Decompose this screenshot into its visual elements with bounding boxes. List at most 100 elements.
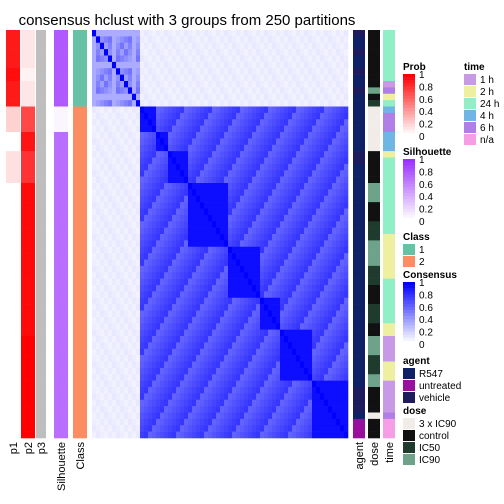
consensus-cell bbox=[96, 208, 101, 216]
consensus-cell bbox=[192, 265, 197, 273]
consensus-cell bbox=[268, 112, 273, 120]
consensus-cell bbox=[336, 144, 341, 152]
consensus-cell bbox=[328, 399, 333, 407]
consensus-cell bbox=[144, 355, 149, 362]
consensus-cell bbox=[92, 431, 97, 439]
class-cell bbox=[73, 74, 87, 82]
consensus-cell bbox=[340, 234, 345, 241]
consensus-cell bbox=[280, 387, 285, 394]
consensus-cell bbox=[244, 93, 249, 101]
consensus-cell bbox=[264, 240, 269, 248]
class-cell bbox=[73, 138, 87, 146]
consensus-cell bbox=[240, 253, 245, 260]
p1-cell bbox=[6, 310, 20, 318]
consensus-cell bbox=[308, 112, 313, 120]
consensus-cell bbox=[140, 234, 145, 241]
consensus-cell bbox=[236, 189, 241, 197]
consensus-cell bbox=[264, 36, 269, 44]
consensus-cell bbox=[320, 157, 325, 165]
consensus-cell bbox=[108, 418, 113, 426]
legend-label: 24 h bbox=[480, 99, 499, 110]
consensus-cell bbox=[324, 418, 329, 426]
dose-cell bbox=[368, 151, 380, 158]
consensus-cell bbox=[184, 265, 189, 273]
consensus-cell bbox=[248, 355, 253, 362]
consensus-cell bbox=[116, 183, 121, 190]
silhouette-cell bbox=[54, 291, 68, 299]
consensus-cell bbox=[252, 355, 257, 362]
consensus-cell bbox=[340, 431, 345, 439]
consensus-cell bbox=[280, 246, 285, 254]
consensus-cell bbox=[268, 246, 273, 254]
consensus-cell bbox=[176, 74, 181, 82]
p2-cell bbox=[21, 418, 35, 426]
consensus-cell bbox=[292, 399, 297, 407]
consensus-cell bbox=[140, 291, 145, 299]
consensus-cell bbox=[328, 214, 333, 222]
consensus-cell bbox=[164, 49, 169, 56]
consensus-cell bbox=[296, 36, 301, 44]
consensus-cell bbox=[188, 87, 193, 95]
legend-label: 4 h bbox=[480, 111, 494, 122]
consensus-cell bbox=[344, 74, 349, 82]
consensus-cell bbox=[224, 316, 229, 324]
consensus-cell bbox=[252, 221, 257, 228]
consensus-cell bbox=[312, 74, 317, 82]
consensus-cell bbox=[312, 393, 317, 401]
consensus-cell bbox=[104, 265, 109, 273]
consensus-cell bbox=[164, 342, 169, 350]
agent-cell bbox=[353, 387, 365, 394]
consensus-cell bbox=[260, 342, 265, 350]
consensus-cell bbox=[320, 30, 325, 37]
consensus-cell bbox=[292, 265, 297, 273]
consensus-cell bbox=[164, 195, 169, 203]
consensus-cell bbox=[248, 406, 253, 413]
consensus-cell bbox=[256, 170, 261, 177]
consensus-cell bbox=[104, 355, 109, 362]
consensus-cell bbox=[276, 87, 281, 95]
consensus-cell bbox=[280, 374, 285, 381]
consensus-cell bbox=[136, 412, 141, 420]
consensus-cell bbox=[152, 323, 157, 330]
consensus-cell bbox=[220, 348, 225, 356]
consensus-cell bbox=[164, 151, 169, 158]
consensus-cell bbox=[168, 253, 173, 260]
consensus-cell bbox=[336, 227, 341, 235]
consensus-cell bbox=[172, 406, 177, 413]
consensus-cell bbox=[344, 176, 349, 184]
consensus-cell bbox=[172, 418, 177, 426]
p1-cell bbox=[6, 253, 20, 260]
consensus-cell bbox=[232, 189, 237, 197]
consensus-cell bbox=[108, 431, 113, 439]
consensus-cell bbox=[196, 355, 201, 362]
consensus-cell bbox=[204, 431, 209, 439]
consensus-cell bbox=[320, 112, 325, 120]
consensus-cell bbox=[196, 380, 201, 388]
consensus-cell bbox=[196, 30, 201, 37]
consensus-cell bbox=[308, 425, 313, 432]
p2-cell bbox=[21, 74, 35, 82]
consensus-cell bbox=[184, 246, 189, 254]
consensus-cell bbox=[256, 221, 261, 228]
consensus-cell bbox=[96, 361, 101, 369]
consensus-cell bbox=[276, 30, 281, 37]
consensus-cell bbox=[172, 208, 177, 216]
consensus-cell bbox=[104, 151, 109, 158]
consensus-cell bbox=[324, 68, 329, 75]
consensus-cell bbox=[308, 68, 313, 75]
consensus-cell bbox=[124, 367, 129, 375]
consensus-cell bbox=[344, 214, 349, 222]
consensus-cell bbox=[284, 170, 289, 177]
p3-cell bbox=[36, 304, 46, 311]
consensus-cell bbox=[204, 361, 209, 369]
consensus-cell bbox=[200, 138, 205, 146]
consensus-cell bbox=[248, 374, 253, 381]
consensus-cell bbox=[92, 425, 97, 432]
consensus-cell bbox=[104, 189, 109, 197]
consensus-cell bbox=[116, 87, 121, 95]
consensus-cell bbox=[284, 112, 289, 120]
p2-cell bbox=[21, 170, 35, 177]
consensus-cell bbox=[244, 374, 249, 381]
consensus-cell bbox=[280, 265, 285, 273]
consensus-cell bbox=[220, 431, 225, 439]
